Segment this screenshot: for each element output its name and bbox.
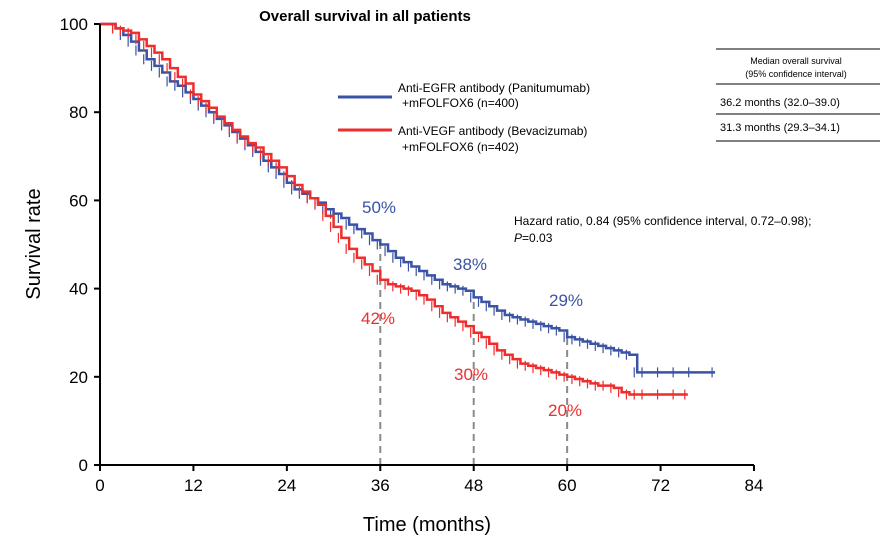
p-value-number: =0.03 xyxy=(522,231,553,245)
table-header-line2: (95% confidence interval) xyxy=(745,69,847,79)
series-layer xyxy=(100,22,716,400)
x-tick-label: 36 xyxy=(371,476,390,495)
table-row-vegf: 31.3 months (29.3–34.1) xyxy=(720,122,840,134)
x-axis-label: Time (months) xyxy=(363,514,491,536)
vegf-percent-label: 20% xyxy=(548,401,582,420)
p-value-text: P=0.03 xyxy=(514,231,553,245)
legend-vegf-line2: +mFOLFOX6 (n=402) xyxy=(402,140,519,154)
y-tick-label: 80 xyxy=(69,103,88,122)
legend-vegf-line1: Anti-VEGF antibody (Bevacizumab) xyxy=(398,124,587,138)
chart-title: Overall survival in all patients xyxy=(259,8,471,25)
series-vegf-line xyxy=(100,22,688,396)
p-value-symbol: P xyxy=(514,231,522,245)
marker-lines xyxy=(379,244,569,465)
vegf-percent-label: 42% xyxy=(361,309,395,328)
x-tick-label: 60 xyxy=(558,476,577,495)
hazard-ratio-text: Hazard ratio, 0.84 (95% confidence inter… xyxy=(514,214,812,228)
y-tick-label: 100 xyxy=(60,15,88,34)
vegf-percent-label: 30% xyxy=(454,365,488,384)
x-tick-label: 0 xyxy=(95,476,104,495)
egfr-percent-label: 50% xyxy=(362,198,396,217)
series-egfr-line xyxy=(100,22,716,374)
egfr-percent-label: 29% xyxy=(549,291,583,310)
legend-egfr-line1: Anti-EGFR antibody (Panitumumab) xyxy=(398,81,590,95)
y-tick-label: 60 xyxy=(69,191,88,210)
x-tick-label: 48 xyxy=(464,476,483,495)
x-tick-label: 72 xyxy=(651,476,670,495)
axes: 0 12 24 36 48 60 72 84 0 20 40 60 80 100 xyxy=(60,15,764,495)
percent-labels: 50% 42% 38% 30% 29% 20% xyxy=(361,198,583,420)
x-tick-label: 84 xyxy=(745,476,764,495)
x-tick-label: 24 xyxy=(277,476,296,495)
y-axis-label: Survival rate xyxy=(23,188,45,299)
median-table: Median overall survival (95% confidence … xyxy=(716,48,880,142)
legend-egfr-line2: +mFOLFOX6 (n=400) xyxy=(402,96,519,110)
y-tick-label: 20 xyxy=(69,368,88,387)
legend: Anti-EGFR antibody (Panitumumab) +mFOLFO… xyxy=(338,81,590,154)
table-header-line1: Median overall survival xyxy=(750,56,842,66)
table-row-egfr: 36.2 months (32.0–39.0) xyxy=(720,97,840,109)
series-vegf-censor-ticks xyxy=(111,23,686,400)
y-tick-label: 0 xyxy=(79,456,88,475)
egfr-percent-label: 38% xyxy=(453,255,487,274)
x-tick-label: 12 xyxy=(184,476,203,495)
series-egfr-censor-ticks xyxy=(111,23,713,378)
y-tick-label: 40 xyxy=(69,280,88,299)
